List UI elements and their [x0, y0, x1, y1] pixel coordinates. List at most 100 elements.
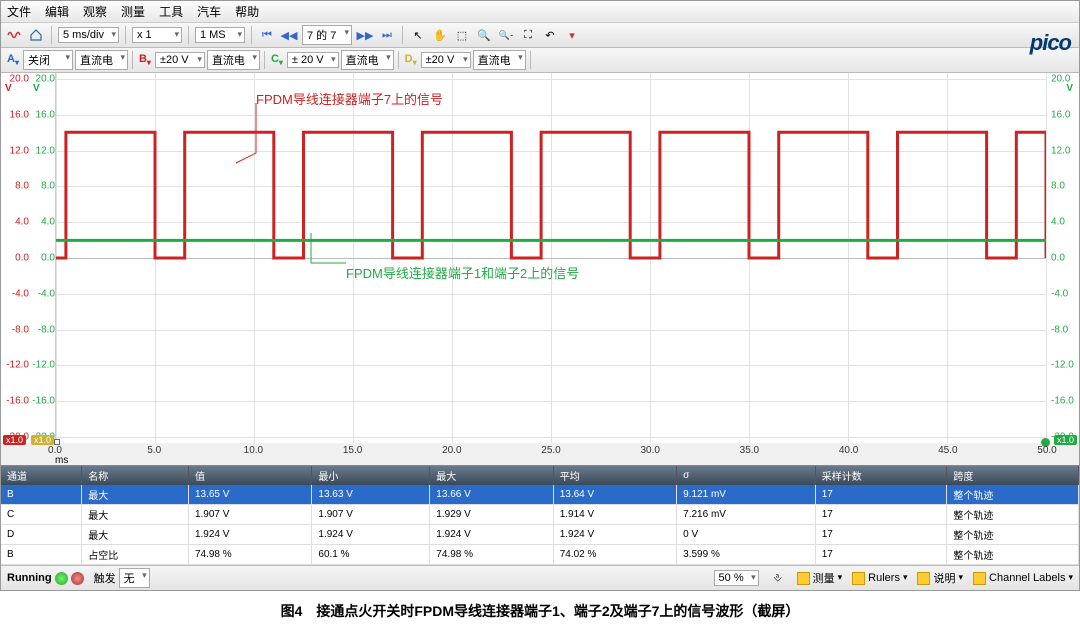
frame-select[interactable]: 7 的 7: [302, 25, 352, 45]
anchor-icon[interactable]: ⎀: [769, 569, 787, 587]
xtick: 45.0: [938, 445, 957, 456]
col-header[interactable]: 采样计数: [815, 466, 947, 485]
menu-汽车[interactable]: 汽车: [197, 3, 221, 20]
ytick-c: 16.0: [29, 109, 55, 120]
undo-icon[interactable]: ↶: [541, 26, 559, 44]
ch-D-coupling[interactable]: 直流电: [473, 50, 526, 70]
col-header[interactable]: 最大: [430, 466, 553, 485]
cell: 13.66 V: [430, 485, 553, 505]
xtick: 40.0: [839, 445, 858, 456]
ytick-b: 20.0: [3, 74, 29, 85]
xtick: 15.0: [343, 445, 362, 456]
ch-C-range[interactable]: ± 20 V: [287, 52, 339, 68]
xtick: 20.0: [442, 445, 461, 456]
ytick-c: 12.0: [29, 145, 55, 156]
col-header[interactable]: 平均: [553, 466, 676, 485]
ytick-d: 12.0: [1051, 145, 1080, 156]
stop-icon[interactable]: [71, 572, 84, 585]
ch-A-status[interactable]: 关闭: [23, 50, 73, 70]
zoom-select-icon[interactable]: ⬚: [453, 26, 471, 44]
ytick-c: 0.0: [29, 253, 55, 264]
status-测量[interactable]: 测量▾: [797, 570, 843, 586]
menu-帮助[interactable]: 帮助: [235, 3, 259, 20]
first-frame-icon[interactable]: ⏮: [258, 26, 276, 44]
status-Channel Labels[interactable]: Channel Labels▾: [973, 572, 1073, 585]
timebase-select[interactable]: 5 ms/div: [58, 27, 119, 43]
home-icon[interactable]: [27, 26, 45, 44]
ytick-b: 0.0: [3, 253, 29, 264]
zoom-fit-icon[interactable]: ⛶: [519, 26, 537, 44]
col-header[interactable]: 值: [188, 466, 311, 485]
table-row[interactable]: D最大1.924 V1.924 V1.924 V1.924 V0 V17整个轨迹: [1, 525, 1079, 545]
col-header[interactable]: σ: [677, 466, 816, 485]
ytick-d: -4.0: [1051, 288, 1080, 299]
cell: 占空比: [82, 545, 189, 565]
ytick-b: -16.0: [3, 396, 29, 407]
cell: 60.1 %: [312, 545, 430, 565]
x-unit: ms: [55, 455, 68, 466]
marker-icon[interactable]: ▾: [563, 26, 581, 44]
next-frame-icon[interactable]: ▶▶: [356, 26, 374, 44]
menu-观察[interactable]: 观察: [83, 3, 107, 20]
chevron-down-icon: ▾: [1068, 572, 1073, 585]
main-toolbar: 5 ms/div x 1 1 MS ⏮ ◀◀ 7 的 7 ▶▶ ⏭ ↖ ✋ ⬚ …: [1, 23, 1079, 48]
chevron-down-icon: ▾: [838, 572, 843, 585]
cell: 最大: [82, 525, 189, 545]
table-row[interactable]: B最大13.65 V13.63 V13.66 V13.64 V9.121 mV1…: [1, 485, 1079, 505]
trigger-select[interactable]: 无: [119, 568, 150, 588]
status-说明[interactable]: 说明▾: [917, 570, 963, 586]
col-header[interactable]: 最小: [312, 466, 430, 485]
last-frame-icon[interactable]: ⏭: [378, 26, 396, 44]
scale-tag-c: x1.0: [1054, 435, 1077, 445]
prev-frame-icon[interactable]: ◀◀: [280, 26, 298, 44]
cell: 整个轨迹: [947, 525, 1079, 545]
ch-D-range[interactable]: ±20 V: [421, 52, 471, 68]
cell: 17: [815, 485, 947, 505]
table-row[interactable]: B占空比74.98 %60.1 %74.98 %74.02 %3.599 %17…: [1, 545, 1079, 565]
waveform-plot[interactable]: FPDM导线连接器端子7上的信号 FPDM导线连接器端子1和端子2上的信号: [55, 73, 1047, 443]
ch-D-label: D▾: [403, 53, 419, 67]
cell: B: [1, 485, 82, 505]
scale-tag-b: x1.0: [3, 435, 26, 445]
oscilloscope-app: 文件编辑观察测量工具汽车帮助 5 ms/div x 1 1 MS ⏮ ◀◀ 7 …: [0, 0, 1080, 591]
col-header[interactable]: 名称: [82, 466, 189, 485]
waveform-icon[interactable]: [5, 26, 23, 44]
zoom-out-icon[interactable]: 🔍-: [497, 26, 515, 44]
menu-文件[interactable]: 文件: [7, 3, 31, 20]
status-Rulers[interactable]: Rulers▾: [852, 572, 907, 585]
ytick-d: 8.0: [1051, 181, 1080, 192]
ch-B-coupling[interactable]: 直流电: [207, 50, 260, 70]
ytick-b: 12.0: [3, 145, 29, 156]
channel-bar: A▾关闭直流电B▾±20 V直流电C▾± 20 V直流电D▾±20 V直流电 p…: [1, 48, 1079, 73]
hand-icon[interactable]: ✋: [431, 26, 449, 44]
table-row[interactable]: C最大1.907 V1.907 V1.929 V1.914 V7.216 mV1…: [1, 505, 1079, 525]
menu-工具[interactable]: 工具: [159, 3, 183, 20]
menu-测量[interactable]: 测量: [121, 3, 145, 20]
ytick-c: 4.0: [29, 217, 55, 228]
cell: 17: [815, 505, 947, 525]
y-axis-left: V V 20.016.012.08.04.00.0-4.0-8.0-12.0-1…: [1, 73, 55, 443]
menu-编辑[interactable]: 编辑: [45, 3, 69, 20]
ch-C-coupling[interactable]: 直流电: [341, 50, 394, 70]
xtick: 35.0: [740, 445, 759, 456]
col-header[interactable]: 通道: [1, 466, 82, 485]
ytick-b: 4.0: [3, 217, 29, 228]
col-header[interactable]: 跨度: [947, 466, 1079, 485]
zoom-select[interactable]: x 1: [132, 27, 182, 43]
pointer-icon[interactable]: ↖: [409, 26, 427, 44]
ytick-d: -8.0: [1051, 324, 1080, 335]
xtick: 50.0: [1037, 445, 1056, 456]
gap-select[interactable]: 50 %: [714, 570, 759, 586]
cell: 74.02 %: [553, 545, 676, 565]
ytick-c: 20.0: [29, 74, 55, 85]
ch-C-label: C▾: [269, 53, 285, 67]
samples-select[interactable]: 1 MS: [195, 27, 245, 43]
annotation-terminal-1-2: FPDM导线连接器端子1和端子2上的信号: [346, 263, 579, 282]
ytick-c: 8.0: [29, 181, 55, 192]
xtick: 25.0: [541, 445, 560, 456]
ch-A-coupling[interactable]: 直流电: [75, 50, 128, 70]
zoom-in-icon[interactable]: 🔍: [475, 26, 493, 44]
ch-B-range[interactable]: ±20 V: [155, 52, 205, 68]
ytick-c: -4.0: [29, 288, 55, 299]
go-icon[interactable]: [55, 572, 68, 585]
